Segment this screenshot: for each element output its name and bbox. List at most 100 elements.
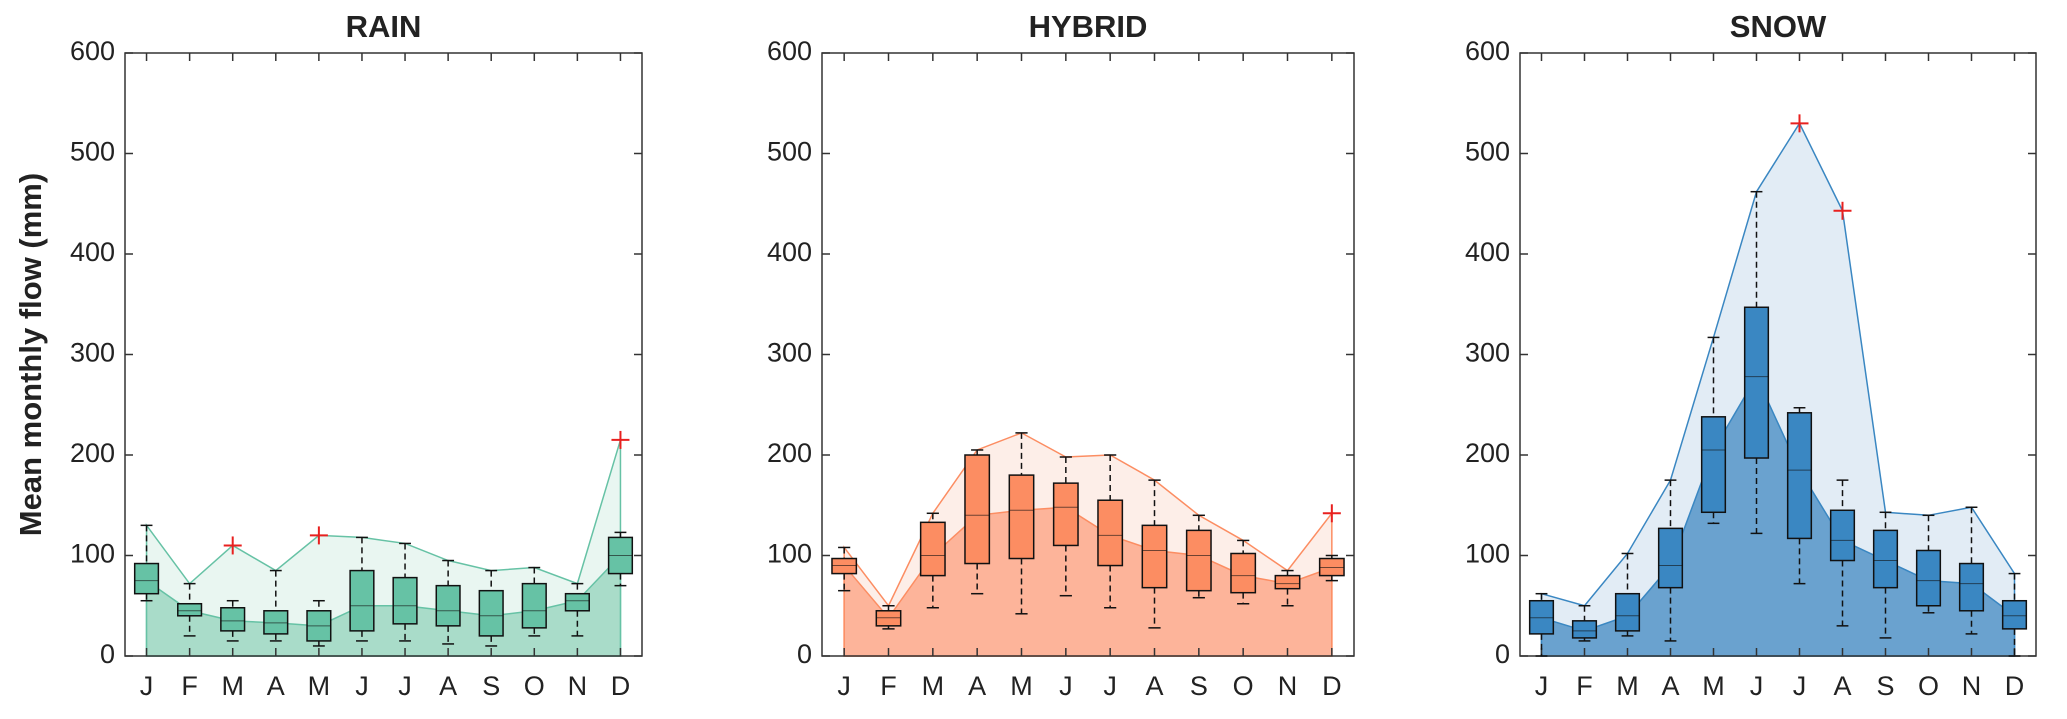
outlier (309, 526, 328, 545)
box (1743, 306, 1770, 459)
x-tick-label: J (355, 671, 369, 701)
y-tick-label: 500 (70, 137, 115, 167)
x-tick-label: J (1750, 671, 1764, 701)
y-tick-label: 400 (70, 237, 115, 267)
x-tick-label: A (1833, 671, 1851, 701)
box (1614, 592, 1641, 632)
x-tick-label: M (1616, 671, 1639, 701)
x-tick-label: N (568, 671, 588, 701)
box (1915, 549, 1942, 607)
box (1052, 482, 1079, 547)
box (831, 557, 858, 575)
box (177, 602, 203, 617)
x-tick-label: S (1190, 671, 1208, 701)
y-tick-label: 500 (767, 137, 812, 167)
x-tick-label: J (1535, 671, 1549, 701)
box (1008, 474, 1035, 560)
y-tick-label: 600 (767, 36, 812, 66)
box (1700, 416, 1727, 514)
y-tick-label: 300 (70, 338, 115, 368)
y-tick-label: 200 (1465, 438, 1510, 468)
median-area (843, 506, 1333, 657)
box (1872, 529, 1899, 589)
box (220, 607, 246, 632)
x-tick-label: J (140, 671, 154, 701)
y-tick-label: 200 (70, 438, 115, 468)
x-tick-label: J (1793, 671, 1807, 701)
x-tick-label: J (837, 671, 851, 701)
x-tick-label: D (2005, 671, 2025, 701)
chart-title: SNOW (1730, 9, 1827, 44)
x-tick-label: M (308, 671, 331, 701)
x-tick-label: O (1233, 671, 1254, 701)
x-tick-label: O (1918, 671, 1939, 701)
y-tick-label: 0 (100, 639, 115, 669)
y-tick-label: 100 (767, 539, 812, 569)
box (1657, 527, 1684, 589)
x-tick-label: J (398, 671, 412, 701)
outlier (1322, 504, 1341, 523)
box (1097, 499, 1124, 567)
outlier (611, 430, 630, 449)
y-tick-label: 600 (70, 36, 115, 66)
box (1829, 509, 1856, 562)
box (392, 576, 418, 625)
x-tick-label: N (1962, 671, 1982, 701)
box (875, 610, 902, 627)
outlier (223, 536, 242, 555)
box (1141, 524, 1168, 589)
x-tick-label: F (181, 671, 198, 701)
box (1230, 552, 1257, 594)
y-tick-label: 300 (1465, 338, 1510, 368)
box (349, 569, 375, 632)
x-tick-label: M (922, 671, 945, 701)
x-tick-label: M (1010, 671, 1033, 701)
x-tick-label: A (1661, 671, 1679, 701)
y-tick-label: 400 (1465, 237, 1510, 267)
outlier (1833, 201, 1852, 220)
x-tick-label: F (880, 671, 897, 701)
box (435, 584, 461, 627)
chart-title: HYBRID (1029, 9, 1148, 44)
x-tick-label: O (524, 671, 545, 701)
x-tick-label: M (1702, 671, 1725, 701)
box (1958, 562, 1985, 612)
box (1571, 620, 1598, 639)
y-tick-label: 300 (767, 338, 812, 368)
x-tick-label: M (221, 671, 244, 701)
x-tick-label: A (968, 671, 986, 701)
x-tick-label: S (482, 671, 500, 701)
box (964, 454, 991, 565)
box (1786, 412, 1813, 540)
y-tick-label: 500 (1465, 137, 1510, 167)
y-tick-label: 600 (1465, 36, 1510, 66)
box (1274, 574, 1301, 590)
x-tick-label: S (1876, 671, 1894, 701)
box (2001, 599, 2028, 630)
outlier (1790, 114, 1809, 133)
box (564, 592, 590, 612)
box (1528, 599, 1555, 635)
box (478, 589, 504, 637)
box (919, 521, 946, 577)
box (521, 582, 547, 629)
y-tick-label: 100 (1465, 539, 1510, 569)
x-tick-label: N (1278, 671, 1298, 701)
y-tick-label: 0 (1495, 639, 1510, 669)
y-tick-label: 0 (797, 639, 812, 669)
box (1185, 529, 1212, 592)
x-tick-label: J (1059, 671, 1073, 701)
box (263, 610, 289, 635)
y-axis-label: Mean monthly flow (mm) (13, 173, 48, 536)
x-tick-label: A (1145, 671, 1163, 701)
x-tick-label: D (611, 671, 631, 701)
y-tick-label: 200 (767, 438, 812, 468)
box (133, 562, 160, 595)
box (1318, 557, 1345, 577)
x-tick-label: J (1103, 671, 1117, 701)
x-tick-label: D (1322, 671, 1342, 701)
chart-title: RAIN (346, 9, 422, 44)
x-tick-label: A (439, 671, 457, 701)
x-tick-label: A (267, 671, 285, 701)
